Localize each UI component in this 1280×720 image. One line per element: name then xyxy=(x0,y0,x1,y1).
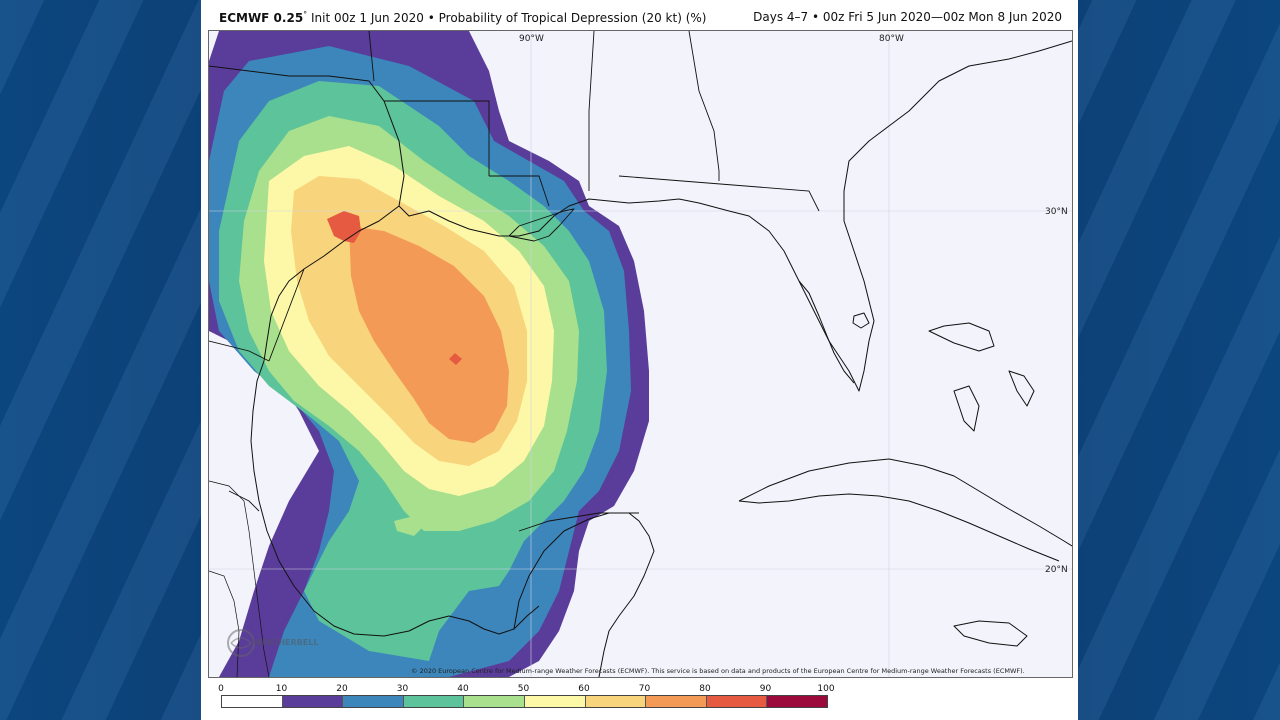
legend-swatch-40 xyxy=(464,696,525,707)
legend-swatch-30 xyxy=(403,696,465,707)
legend-swatch-50 xyxy=(524,696,586,707)
graticule xyxy=(209,31,1072,677)
legend-swatch-90 xyxy=(767,696,827,707)
lon-label-90: 90°W xyxy=(519,34,544,44)
legend-swatch-80 xyxy=(706,696,768,707)
copyright-notice: © 2020 European Centre for Medium-range … xyxy=(411,667,1025,675)
legend-swatch-70 xyxy=(646,696,707,707)
logo-text: WEATHERBELL xyxy=(253,638,319,647)
probability-contours xyxy=(209,31,649,677)
color-legend: 0 10 20 30 40 50 60 70 80 90 100 xyxy=(218,684,835,708)
legend-tick-80: 80 xyxy=(699,684,711,694)
header-title: Init 00z 1 Jun 2020 • Probability of Tro… xyxy=(311,11,707,25)
degree-mark: ° xyxy=(303,10,308,19)
legend-ticks: 0 10 20 30 40 50 60 70 80 90 100 xyxy=(218,684,834,694)
map-svg xyxy=(209,31,1072,677)
legend-tick-0: 0 xyxy=(218,684,224,694)
contour-40-blob xyxy=(394,516,424,536)
legend-tick-50: 50 xyxy=(517,684,530,694)
contour-80-center xyxy=(449,353,462,365)
legend-swatch-0 xyxy=(222,696,283,707)
legend-tick-60: 60 xyxy=(578,684,590,694)
legend-swatch-60 xyxy=(585,696,647,707)
legend-tick-100: 100 xyxy=(817,684,835,694)
model-name: ECMWF 0.25 xyxy=(219,11,304,25)
header-left: ECMWF 0.25° Init 00z 1 Jun 2020 • Probab… xyxy=(219,10,706,25)
legend-tick-40: 40 xyxy=(457,684,469,694)
legend-tick-70: 70 xyxy=(638,684,651,694)
contour-70 xyxy=(349,226,509,443)
legend-tick-90: 90 xyxy=(759,684,772,694)
lon-label-80: 80°W xyxy=(879,34,904,44)
header-valid-time: Days 4–7 • 00z Fri 5 Jun 2020—00z Mon 8 … xyxy=(753,10,1062,24)
probability-map: 90°W 80°W 30°N 20°N WEATHERBELL © 2020 E… xyxy=(208,30,1073,678)
lat-label-20: 20°N xyxy=(1045,565,1068,575)
lat-label-30: 30°N xyxy=(1045,207,1068,217)
state-borders xyxy=(209,31,820,532)
legend-bar xyxy=(221,695,828,708)
coastlines xyxy=(209,40,1072,677)
forecast-panel: ECMWF 0.25° Init 00z 1 Jun 2020 • Probab… xyxy=(201,0,1078,720)
central-america xyxy=(209,480,270,677)
legend-swatch-20 xyxy=(343,696,404,707)
legend-tick-10: 10 xyxy=(275,684,288,694)
legend-tick-30: 30 xyxy=(396,684,409,694)
legend-swatch-10 xyxy=(282,696,344,707)
weatherbell-logo: WEATHERBELL xyxy=(225,627,318,659)
legend-tick-20: 20 xyxy=(336,684,348,694)
